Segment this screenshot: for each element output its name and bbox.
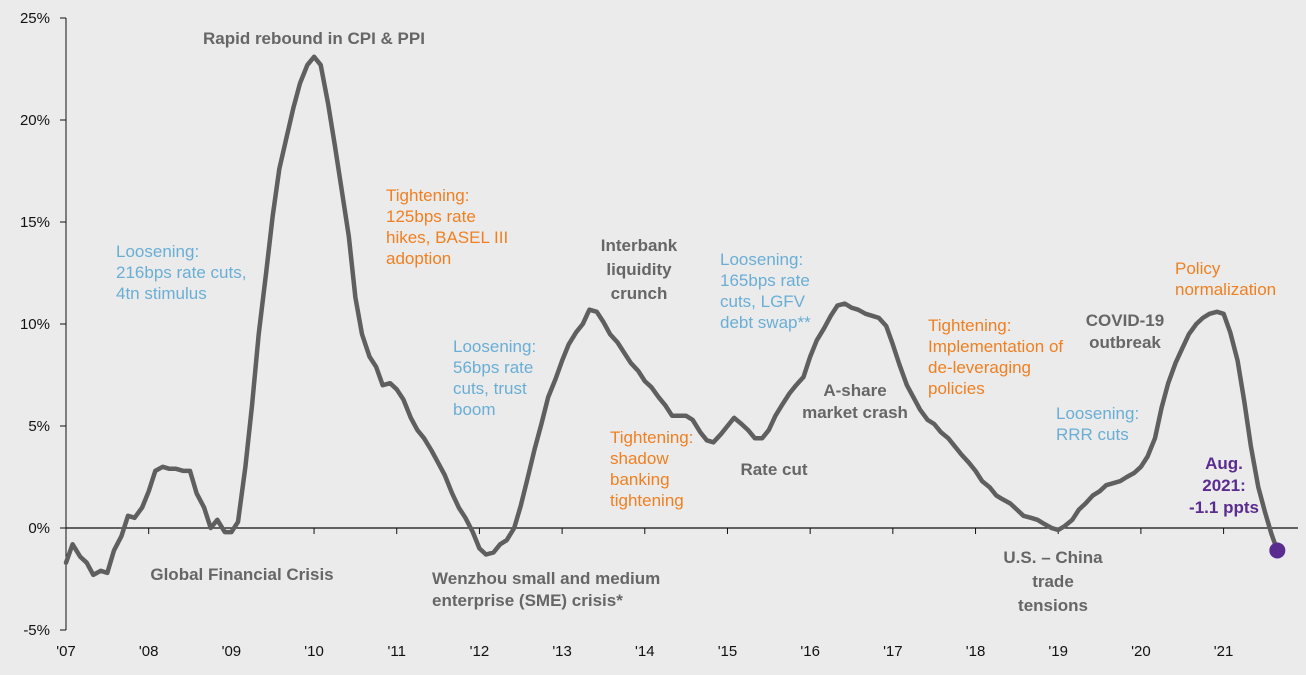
- annotation-line: Interbank: [601, 236, 678, 255]
- x-tick-label: '19: [1048, 643, 1068, 660]
- annotation-line: policies: [928, 379, 985, 398]
- annotation-line: Tightening:: [928, 316, 1011, 335]
- series-line: [63, 54, 1280, 578]
- annotation-line: shadow: [610, 449, 669, 468]
- x-tick-label: '14: [635, 643, 655, 660]
- annotation-tightening-shadow: Tightening: shadow banking tightening: [610, 428, 693, 510]
- annotation-line: tensions: [1018, 596, 1088, 615]
- x-tick-label: '21: [1214, 643, 1234, 660]
- x-tick-label: '16: [800, 643, 820, 660]
- annotation-loosening-165: Loosening: 165bps rate cuts, LGFV debt swap…: [720, 250, 811, 332]
- annotation-line: trade: [1032, 572, 1074, 591]
- y-tick-label: 0%: [28, 520, 50, 537]
- annotation-covid: COVID-19 outbreak: [1086, 311, 1164, 352]
- chart-axes: 25% 20% 15% 10% 5% 0% -5% '07 '08 '09 '10 '11 '12 '13…: [20, 10, 1298, 660]
- x-tick-label: '10: [304, 643, 324, 660]
- annotation-line: 125bps rate: [386, 207, 476, 226]
- x-tick-label: '08: [139, 643, 159, 660]
- annotation-line: COVID-19: [1086, 311, 1164, 330]
- chart-series: [63, 54, 1286, 578]
- annotation-line: hikes, BASEL III: [386, 228, 508, 247]
- annotation-line: U.S. – China: [1003, 548, 1103, 567]
- annotation-line: 216bps rate cuts,: [116, 263, 246, 282]
- annotation-line: Loosening:: [1056, 404, 1139, 423]
- annotation-line: outbreak: [1089, 333, 1161, 352]
- annotation-line: A-share: [823, 381, 886, 400]
- annotation-rate-cut: Rate cut: [740, 460, 807, 479]
- annotation-line: cuts, LGFV: [720, 292, 806, 311]
- x-tick-label: '13: [552, 643, 572, 660]
- annotation-line: Implementation of: [928, 337, 1063, 356]
- annotation-line: Policy: [1175, 259, 1221, 278]
- annotation-line: Rapid rebound in CPI & PPI: [203, 29, 425, 48]
- x-tick-label: '15: [718, 643, 738, 660]
- annotation-line: 165bps rate: [720, 271, 810, 290]
- x-tick-label: '12: [470, 643, 490, 660]
- annotation-line: debt swap**: [720, 313, 811, 332]
- annotation-loosening-rrr: Loosening: RRR cuts: [1056, 404, 1139, 444]
- annotation-line: cuts, trust: [453, 379, 527, 398]
- chart-annotations: Rapid rebound in CPI & PPI Loosening: 216b…: [116, 29, 1276, 615]
- annotation-line: Loosening:: [720, 250, 803, 269]
- annotation-line: RRR cuts: [1056, 425, 1129, 444]
- annotation-line: Loosening:: [453, 337, 536, 356]
- annotation-ashare: A-share market crash: [802, 381, 908, 422]
- annotation-line: tightening: [610, 491, 684, 510]
- y-tick-label: 20%: [20, 112, 50, 129]
- annotation-line: Aug.: [1205, 454, 1243, 473]
- x-tick-label: '20: [1131, 643, 1151, 660]
- annotation-tightening-deleveraging: Tightening: Implementation of de-leveragin…: [928, 316, 1063, 398]
- endpoint-marker: [1269, 542, 1286, 559]
- annotation-wenzhou: Wenzhou small and medium enterprise (SME)…: [432, 569, 660, 610]
- annotation-line: -1.1 ppts: [1189, 498, 1259, 517]
- annotation-line: boom: [453, 400, 496, 419]
- annotation-line: Wenzhou small and medium: [432, 569, 660, 588]
- annotation-line: market crash: [802, 403, 908, 422]
- annotation-loosening-216: Loosening: 216bps rate cuts, 4tn stimulus: [116, 242, 246, 303]
- y-tick-label: 10%: [20, 316, 50, 333]
- annotation-interbank: Interbank liquidity crunch: [601, 236, 678, 303]
- annotation-gfc: Global Financial Crisis: [150, 565, 333, 584]
- annotation-line: banking: [610, 470, 670, 489]
- annotation-line: 4tn stimulus: [116, 284, 207, 303]
- annotation-line: normalization: [1175, 280, 1276, 299]
- annotation-line: adoption: [386, 249, 451, 268]
- annotation-line: Global Financial Crisis: [150, 565, 333, 584]
- annotation-aug-2021: Aug. 2021: -1.1 ppts: [1189, 454, 1259, 517]
- y-tick-label: 5%: [28, 418, 50, 435]
- annotation-line: crunch: [611, 284, 668, 303]
- annotation-line: Tightening:: [610, 428, 693, 447]
- annotation-line: de-leveraging: [928, 358, 1031, 377]
- x-tick-label: '07: [56, 643, 76, 660]
- annotation-line: Loosening:: [116, 242, 199, 261]
- annotation-line: 2021:: [1202, 476, 1245, 495]
- x-tick-label: '11: [388, 643, 406, 660]
- annotation-line: Tightening:: [386, 186, 469, 205]
- annotation-line: enterprise (SME) crisis*: [432, 591, 623, 610]
- annotation-tightening-125: Tightening: 125bps rate hikes, BASEL III ad…: [386, 186, 508, 268]
- annotation-line: Rate cut: [740, 460, 807, 479]
- y-tick-label: -5%: [23, 622, 50, 639]
- y-tick-label: 15%: [20, 214, 50, 231]
- annotation-line: 56bps rate: [453, 358, 533, 377]
- annotation-us-china: U.S. – China trade tensions: [1003, 548, 1103, 615]
- annotation-loosening-56: Loosening: 56bps rate cuts, trust boom: [453, 337, 536, 419]
- x-tick-label: '09: [222, 643, 242, 660]
- x-tick-label: '17: [883, 643, 903, 660]
- annotation-line: liquidity: [606, 260, 672, 279]
- annotation-rapid-rebound: Rapid rebound in CPI & PPI: [203, 29, 425, 48]
- y-tick-label: 25%: [20, 10, 50, 27]
- x-tick-label: '18: [966, 643, 986, 660]
- annotation-policy-normalization: Policy normalization: [1175, 259, 1276, 299]
